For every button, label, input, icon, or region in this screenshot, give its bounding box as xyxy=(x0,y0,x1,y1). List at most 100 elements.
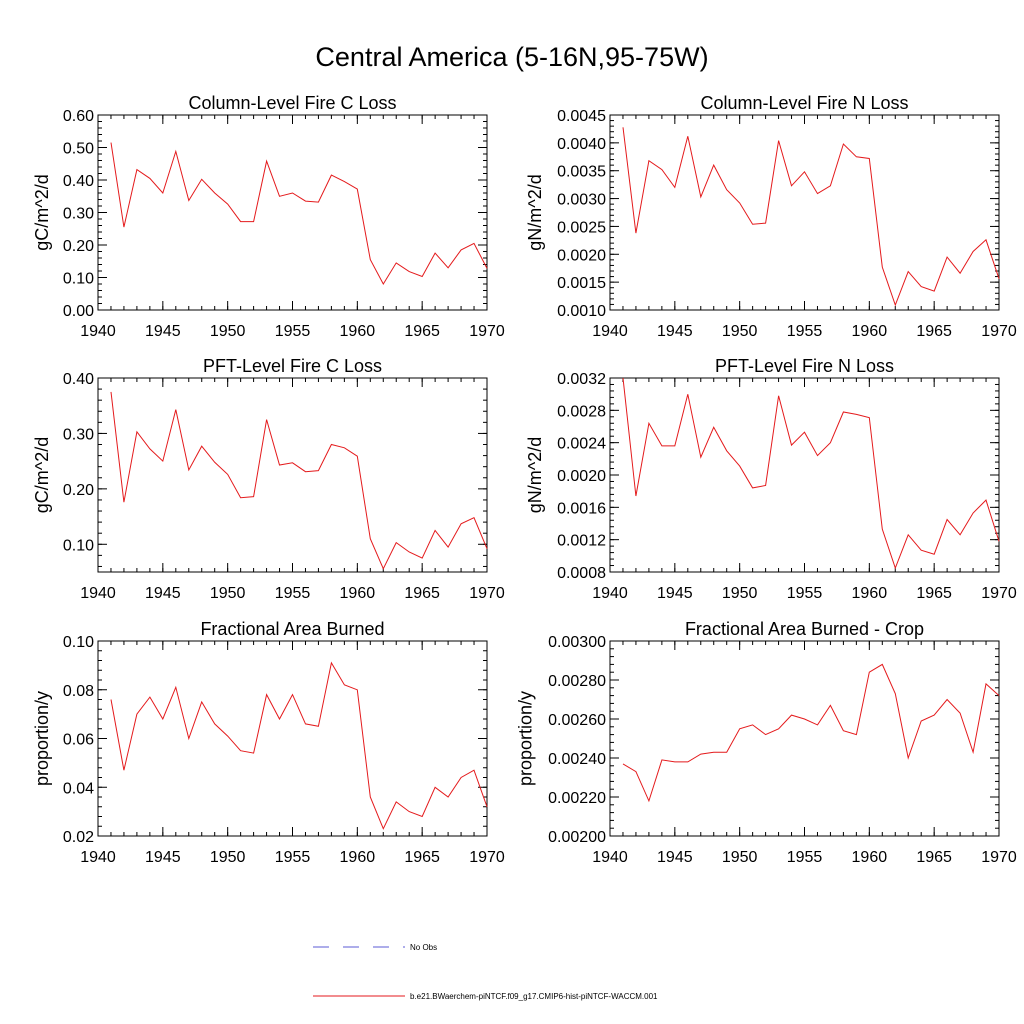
y-tick-label: 0.0040 xyxy=(557,136,606,153)
plot-frame xyxy=(97,114,488,311)
y-tick-label: 0.40 xyxy=(63,173,94,190)
y-tick-label: 0.0035 xyxy=(557,164,606,181)
x-tick-label: 1960 xyxy=(852,323,888,340)
x-tick-label: 1965 xyxy=(916,849,952,866)
plot-frame xyxy=(609,640,1000,837)
series-line xyxy=(110,142,488,286)
x-tick-label: 1955 xyxy=(275,585,311,602)
y-tick-label: 0.06 xyxy=(63,732,94,749)
y-tick-label: 0.0028 xyxy=(557,403,606,420)
plot-frame xyxy=(97,377,488,573)
series-line xyxy=(622,377,1000,570)
x-tick-label: 1955 xyxy=(787,585,823,602)
y-tick-label: 0.0030 xyxy=(557,192,606,209)
y-tick-label: 0.0020 xyxy=(557,468,606,485)
x-tick-label: 1960 xyxy=(340,585,376,602)
plot-frame xyxy=(97,640,488,837)
x-tick-label: 1940 xyxy=(592,323,628,340)
panel-title: PFT-Level Fire N Loss xyxy=(715,356,894,376)
panel-title: Column-Level Fire N Loss xyxy=(700,93,908,113)
y-axis-label: gN/m^2/d xyxy=(525,437,545,513)
y-axis-label: gC/m^2/d xyxy=(32,437,52,513)
x-tick-label: 1945 xyxy=(657,323,693,340)
y-tick-label: 0.02 xyxy=(63,829,94,846)
y-tick-label: 0.30 xyxy=(63,206,94,223)
x-tick-label: 1950 xyxy=(210,849,246,866)
x-tick-label: 1950 xyxy=(210,323,246,340)
y-tick-label: 0.0045 xyxy=(557,108,606,125)
x-tick-label: 1955 xyxy=(275,323,311,340)
x-tick-label: 1950 xyxy=(722,849,758,866)
x-tick-label: 1945 xyxy=(657,849,693,866)
y-axis-label: proportion/y xyxy=(32,691,52,786)
panel-pft-n-loss: 1940 1945 1950 1955 1960 1965 1970 0.0008 0.0012… xyxy=(525,356,1017,602)
y-tick-label: 0.0010 xyxy=(557,303,606,320)
x-tick-label: 1970 xyxy=(981,585,1017,602)
y-tick-label: 0.50 xyxy=(63,141,94,158)
x-tick-label: 1945 xyxy=(145,585,181,602)
y-tick-label: 0.04 xyxy=(63,780,94,797)
x-tick-label: 1945 xyxy=(145,849,181,866)
panel-column-c-loss: 1940 1945 1950 1955 1960 1965 1970 0.00 0.10 0.20… xyxy=(32,93,505,340)
series-line xyxy=(110,391,488,570)
x-tick-label: 1945 xyxy=(657,585,693,602)
x-tick-label: 1960 xyxy=(340,849,376,866)
x-tick-label: 1965 xyxy=(916,323,952,340)
y-tick-label: 0.0032 xyxy=(557,371,606,388)
y-tick-label: 0.00300 xyxy=(548,634,606,651)
panel-title: Fractional Area Burned xyxy=(200,619,384,639)
plot-frame xyxy=(609,114,1000,311)
x-tick-label: 1940 xyxy=(592,585,628,602)
x-tick-label: 1960 xyxy=(852,849,888,866)
y-tick-label: 0.20 xyxy=(63,238,94,255)
y-axis-label: gC/m^2/d xyxy=(32,174,52,250)
panel-title: Column-Level Fire C Loss xyxy=(188,93,396,113)
y-tick-label: 0.0016 xyxy=(557,500,606,517)
x-tick-label: 1950 xyxy=(722,585,758,602)
x-tick-label: 1970 xyxy=(469,849,505,866)
y-tick-label: 0.00240 xyxy=(548,751,606,768)
panel-pft-c-loss: 1940 1945 1950 1955 1960 1965 1970 0.10 0.20 0.30… xyxy=(32,356,505,602)
x-tick-label: 1970 xyxy=(469,323,505,340)
y-tick-label: 0.00 xyxy=(63,303,94,320)
x-tick-label: 1965 xyxy=(404,849,440,866)
y-tick-label: 0.10 xyxy=(63,271,94,288)
x-tick-label: 1940 xyxy=(80,849,116,866)
series-line xyxy=(110,661,488,830)
x-tick-label: 1965 xyxy=(404,585,440,602)
y-tick-label: 0.0008 xyxy=(557,565,606,582)
y-tick-label: 0.0024 xyxy=(557,436,606,453)
y-tick-label: 0.10 xyxy=(63,634,94,651)
y-tick-label: 0.10 xyxy=(63,537,94,554)
x-tick-label: 1950 xyxy=(210,585,246,602)
x-tick-label: 1940 xyxy=(80,323,116,340)
y-tick-label: 0.00260 xyxy=(548,712,606,729)
x-tick-label: 1960 xyxy=(340,323,376,340)
y-tick-label: 0.0012 xyxy=(557,533,606,550)
series-line xyxy=(622,127,1000,307)
x-tick-label: 1945 xyxy=(145,323,181,340)
y-tick-label: 0.60 xyxy=(63,108,94,125)
y-tick-label: 0.0020 xyxy=(557,247,606,264)
y-tick-label: 0.30 xyxy=(63,426,94,443)
figure-title: Central America (5-16N,95-75W) xyxy=(315,42,708,72)
y-tick-label: 0.00200 xyxy=(548,829,606,846)
y-tick-label: 0.00280 xyxy=(548,673,606,690)
x-tick-label: 1940 xyxy=(592,849,628,866)
series-line xyxy=(622,663,1000,803)
y-tick-label: 0.00220 xyxy=(548,790,606,807)
x-tick-label: 1955 xyxy=(787,849,823,866)
y-tick-label: 0.0015 xyxy=(557,275,606,292)
x-tick-label: 1965 xyxy=(404,323,440,340)
panel-area-burned-crop: 1940 1945 1950 1955 1960 1965 1970 0.00200 0.002… xyxy=(516,619,1017,866)
panel-area-burned: 1940 1945 1950 1955 1960 1965 1970 0.02 0.04 0.06… xyxy=(32,619,505,866)
panel-title: PFT-Level Fire C Loss xyxy=(203,356,382,376)
plot-frame xyxy=(609,377,1000,573)
x-tick-label: 1970 xyxy=(981,323,1017,340)
legend-label-no-obs: No Obs xyxy=(410,943,437,952)
y-tick-label: 0.20 xyxy=(63,482,94,499)
x-tick-label: 1970 xyxy=(981,849,1017,866)
x-tick-label: 1940 xyxy=(80,585,116,602)
y-tick-label: 0.0025 xyxy=(557,219,606,236)
